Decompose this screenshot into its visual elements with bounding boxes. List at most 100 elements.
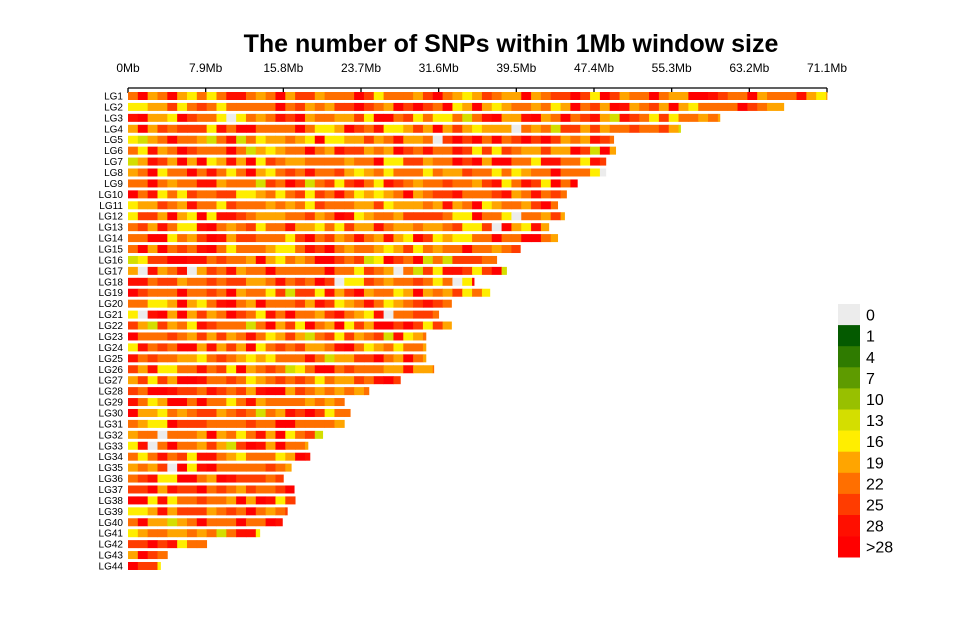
snp-window: [324, 321, 335, 330]
snp-window: [137, 452, 149, 461]
snp-window: [216, 463, 227, 472]
snp-window: [314, 92, 326, 100]
snp-window: [245, 408, 257, 417]
snp-window: [383, 135, 394, 144]
chromosome-bar: [128, 245, 521, 254]
snp-window: [540, 223, 550, 232]
snp-window: [393, 299, 404, 308]
snp-window: [196, 157, 208, 166]
snp-window: [403, 234, 414, 243]
snp-window: [550, 102, 561, 111]
snp-window: [206, 245, 217, 254]
snp-window: [334, 113, 345, 122]
snp-window: [147, 529, 158, 538]
snp-window: [393, 245, 404, 254]
snp-window: [206, 441, 217, 450]
snp-window: [128, 376, 139, 385]
snp-window: [413, 223, 424, 232]
snp-window: [147, 518, 158, 527]
snp-window: [236, 430, 247, 439]
snp-window: [206, 321, 217, 330]
snp-window: [570, 168, 581, 177]
chromosome-label: LG31: [99, 419, 124, 430]
snp-window: [245, 190, 257, 199]
snp-window: [265, 518, 276, 527]
snp-window: [344, 288, 355, 297]
snp-window: [206, 266, 217, 275]
snp-window: [324, 168, 335, 177]
snp-window: [236, 354, 247, 363]
snp-window: [255, 102, 267, 111]
snp-window: [137, 146, 149, 155]
snp-window: [531, 212, 542, 221]
snp-window: [403, 146, 414, 155]
snp-window: [216, 102, 227, 111]
snp-window: [354, 354, 365, 363]
snp-window: [383, 157, 394, 166]
snp-window: [354, 387, 365, 396]
legend-label: 16: [866, 434, 884, 451]
snp-window: [157, 540, 168, 549]
chromosome-label: LG23: [99, 332, 124, 343]
snp-window: [383, 376, 394, 385]
snp-window: [236, 92, 247, 100]
snp-window: [255, 496, 267, 505]
snp-window: [206, 310, 217, 319]
snp-window: [255, 113, 267, 122]
snp-window: [540, 92, 552, 100]
snp-window: [137, 168, 149, 177]
snp-window: [432, 245, 443, 254]
snp-window: [157, 190, 168, 199]
snp-window: [216, 168, 227, 177]
snp-window: [354, 168, 365, 177]
snp-window: [757, 92, 768, 100]
snp-window: [265, 266, 276, 275]
snp-window: [177, 245, 188, 254]
snp-window: [354, 135, 365, 144]
chromosome-bar: [128, 135, 615, 144]
legend-swatch: [838, 493, 860, 516]
snp-window: [157, 419, 168, 428]
snp-window: [245, 507, 257, 516]
snp-window: [501, 146, 512, 155]
snp-window: [147, 387, 158, 396]
snp-window: [265, 452, 276, 461]
snp-window: [295, 234, 306, 243]
snp-window: [432, 365, 435, 374]
snp-window: [304, 146, 316, 155]
snp-window: [295, 354, 306, 363]
snp-window: [196, 92, 208, 100]
snp-window: [226, 452, 237, 461]
snp-window: [186, 124, 198, 133]
snp-window: [157, 288, 168, 297]
snp-window: [265, 113, 276, 122]
snp-window: [344, 266, 355, 275]
snp-window: [236, 190, 247, 199]
snp-window: [186, 266, 198, 275]
snp-window: [501, 135, 512, 144]
chromosome-bar: [128, 255, 498, 264]
snp-window: [137, 113, 149, 122]
snp-window: [226, 343, 237, 352]
snp-window: [216, 485, 227, 494]
snp-window: [511, 168, 522, 177]
snp-window: [196, 387, 208, 396]
snp-window: [265, 234, 276, 243]
snp-window: [216, 321, 227, 330]
snp-window: [285, 485, 295, 494]
snp-window: [462, 168, 473, 177]
snp-window: [403, 310, 414, 319]
chromosome-bar: [128, 223, 550, 232]
snp-window: [157, 113, 168, 122]
snp-window: [265, 419, 276, 428]
snp-window: [285, 157, 296, 166]
snp-window: [393, 124, 404, 133]
snp-window: [413, 201, 424, 210]
snp-window: [462, 277, 473, 286]
snp-window: [334, 255, 345, 264]
snp-window: [226, 376, 237, 385]
chromosome-bar: [128, 310, 440, 319]
snp-window: [275, 430, 286, 439]
snp-window: [157, 474, 168, 483]
snp-window: [403, 201, 414, 210]
